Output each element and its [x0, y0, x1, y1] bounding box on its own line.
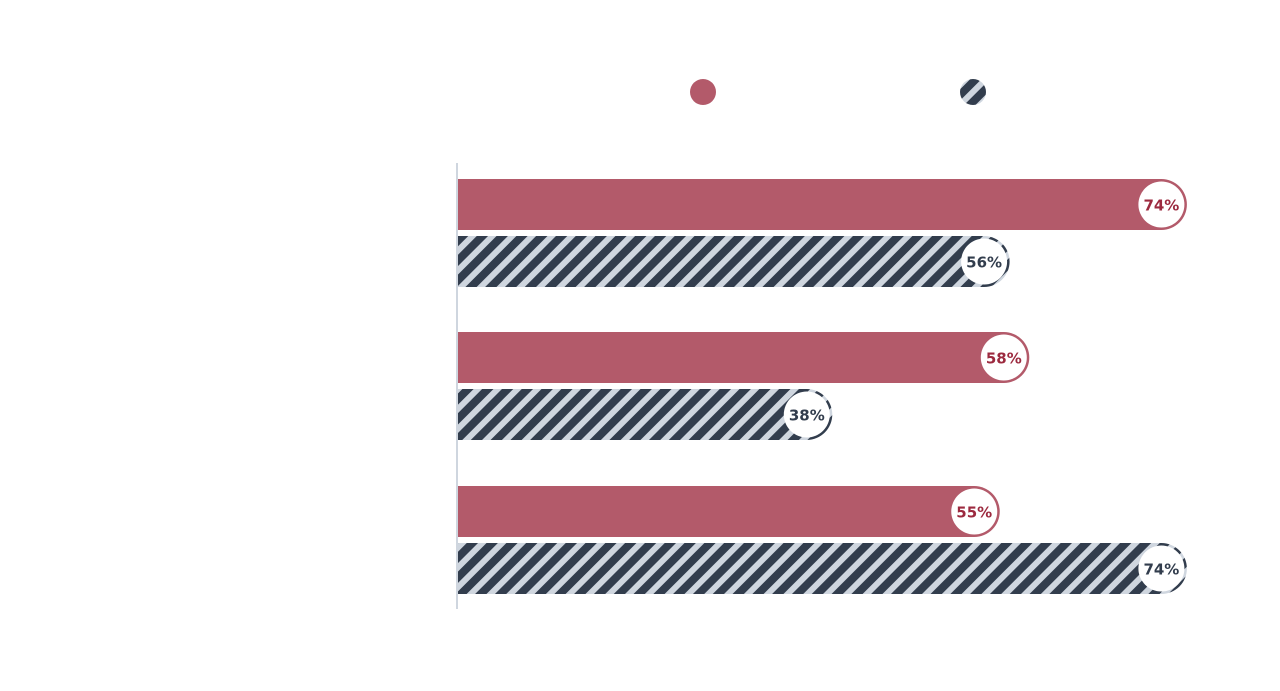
category-label: SIDE EFFECTS [142, 384, 400, 423]
legend-swatch-1 [690, 79, 716, 105]
x-tick-label: 20 [646, 634, 665, 652]
bars [458, 179, 1187, 594]
legend-label-2: EHL Prophylaxis (N=35) [997, 82, 1224, 104]
value-label-badge [783, 391, 830, 438]
legend-label-1: FVIII Mimetic (N=31) [727, 82, 924, 104]
category-label: & DOSING [214, 538, 400, 577]
value-label: 58% [986, 350, 1022, 368]
value-label-badge [980, 334, 1027, 381]
bar-fviii-mimetic [458, 332, 1030, 383]
legend-swatch-2 [960, 79, 986, 105]
x-tick-label: 40 [842, 634, 861, 652]
value-label-badge [1138, 545, 1185, 592]
bar-ehl-prophylaxis [458, 389, 833, 440]
legend: FVIII Mimetic (N=31) EHL Prophylaxis (N=3… [690, 79, 1224, 105]
bar-ehl-prophylaxis [458, 543, 1187, 594]
value-label-badge [1138, 181, 1185, 228]
x-tick-labels: 0 20 40 60 80 [456, 634, 1253, 652]
bar-fviii-mimetic [458, 486, 1000, 537]
value-label: 74% [1143, 561, 1179, 579]
category-label: SAFETY & [219, 350, 400, 389]
value-labels: 74% 56% 58% 38% 55% 74% [783, 181, 1185, 592]
value-label: 74% [1143, 197, 1179, 215]
value-label-badge [951, 488, 998, 535]
value-label: 55% [956, 504, 992, 522]
value-label-badge [961, 238, 1008, 285]
x-tick-label: 0 [456, 634, 466, 652]
category-labels: EFFICACY SAFETY &SIDE EFFECTS ADMINISTRATI… [77, 214, 401, 577]
x-tick-label: 60 [1038, 634, 1057, 652]
x-tick-label: 80 [1234, 634, 1253, 652]
value-label: 56% [966, 254, 1002, 272]
bar-fviii-mimetic [458, 179, 1187, 230]
category-label: EFFICACY [222, 214, 401, 253]
value-label: 38% [789, 407, 825, 425]
bar-ehl-prophylaxis [458, 236, 1010, 287]
category-label: ADMINISTRATION [77, 504, 400, 543]
